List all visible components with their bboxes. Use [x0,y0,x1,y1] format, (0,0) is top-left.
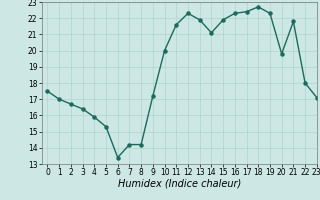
X-axis label: Humidex (Indice chaleur): Humidex (Indice chaleur) [117,179,241,189]
